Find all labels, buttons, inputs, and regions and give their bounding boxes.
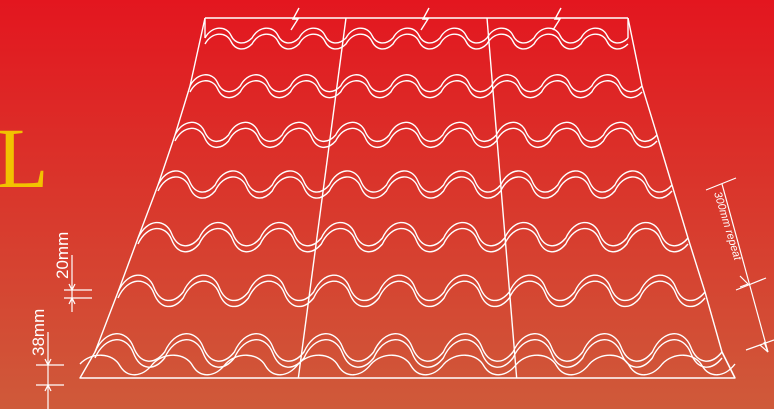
tile-tier-lip — [117, 280, 706, 308]
column-seam — [486, 17, 518, 379]
dimension-label-repeat: 300mm repeat — [711, 190, 743, 262]
sheet-right-edge — [627, 17, 736, 379]
dimension-label-38mm: 38mm — [29, 309, 48, 356]
column-seam — [297, 17, 347, 379]
sheet-left-edge — [79, 17, 736, 379]
tile-tier-edge — [174, 121, 658, 142]
tile-tier-edge — [189, 74, 643, 93]
logo-fragment: L — [0, 110, 49, 206]
break-mark — [552, 7, 562, 31]
sheet-bottom-wave — [79, 354, 736, 376]
tile-tier-edge — [117, 274, 706, 302]
break-mark — [420, 7, 430, 31]
tile-sheet — [79, 17, 736, 379]
break-marks — [290, 7, 562, 31]
dimension-20mm — [64, 255, 92, 312]
tile-tier-lip — [204, 33, 629, 50]
dimension-label-20mm: 20mm — [53, 232, 72, 279]
tile-tier-lip — [137, 227, 689, 253]
dimension-38mm — [36, 332, 64, 409]
tile-tier-edge — [137, 221, 689, 247]
tile-tier-edge — [94, 333, 723, 362]
dimension-repeat — [705, 177, 774, 353]
tile-tier-lip — [94, 339, 723, 368]
tile-tier-lip — [189, 80, 643, 99]
tile-tier-edge — [204, 27, 629, 44]
tile-tier-lip — [174, 127, 658, 148]
tile-tier-edge — [157, 170, 673, 193]
tile-tier-lip — [157, 176, 673, 199]
break-mark — [290, 7, 300, 31]
